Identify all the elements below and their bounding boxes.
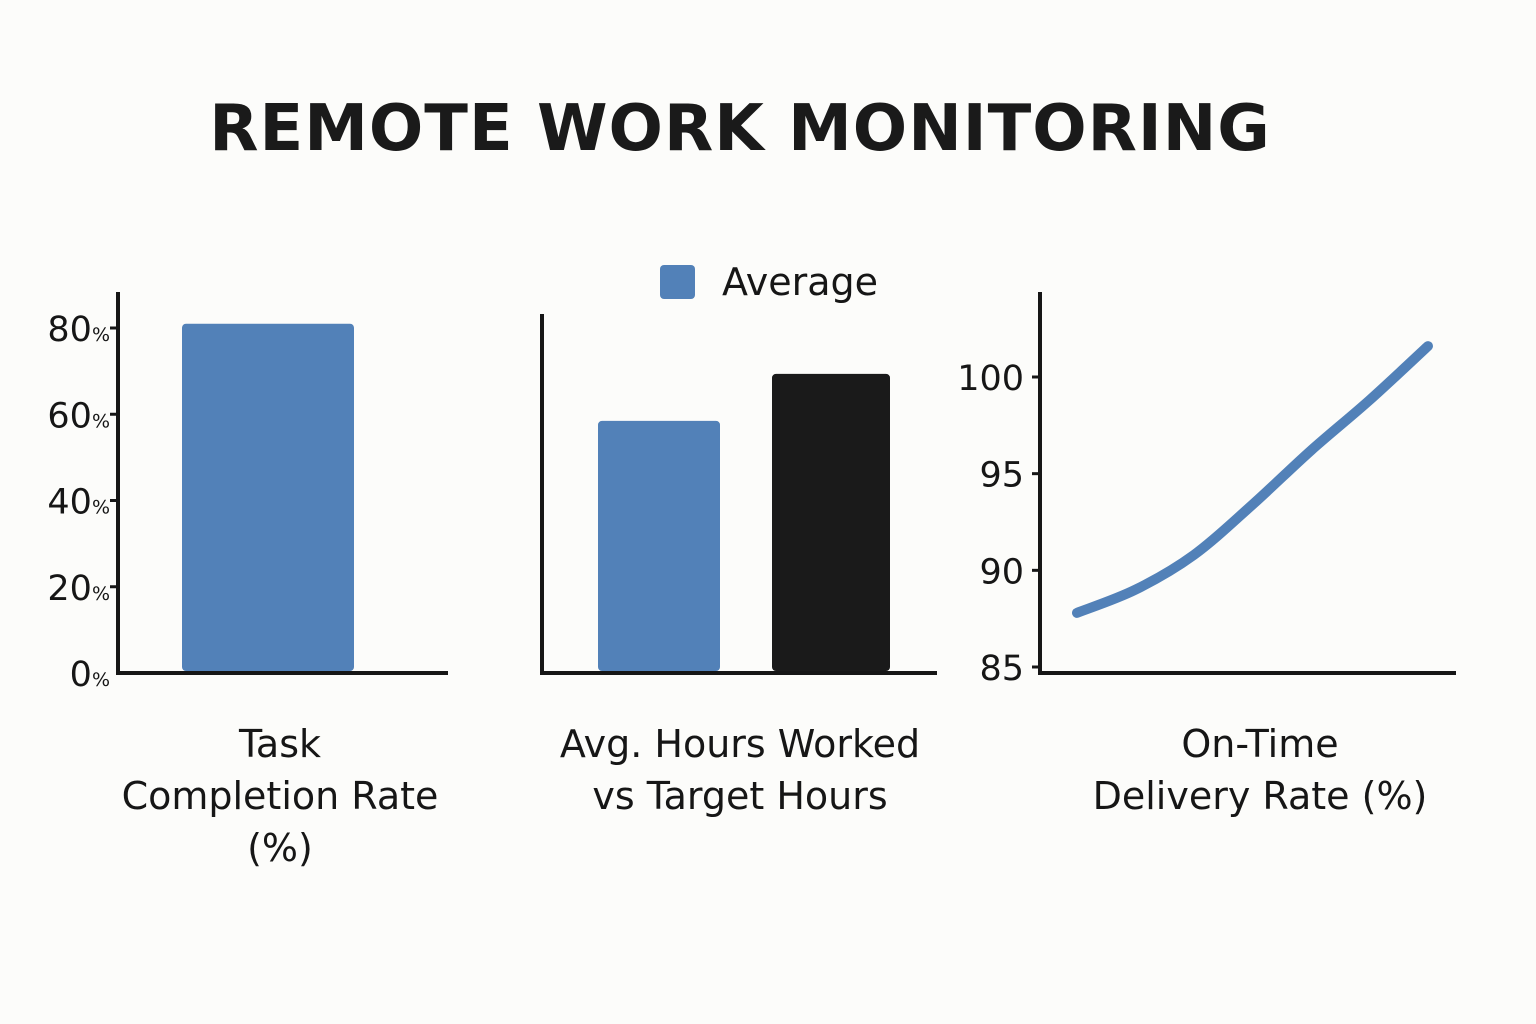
- chart-panel-hours-worked: Avg. Hours Worked vs Target Hours: [540, 314, 937, 818]
- axis-caption-line: On-Time: [1181, 722, 1338, 766]
- chart-panel-task-completion: Task Completion Rate (%) 0% 20% 40% 60% 80%: [47, 292, 448, 870]
- page-title: REMOTE WORK MONITORING: [209, 92, 1271, 166]
- legend-swatch: [660, 265, 695, 299]
- axis-caption-line: Delivery Rate (%): [1093, 774, 1428, 818]
- bar-average-hours: [598, 420, 720, 671]
- series-line-on-time-delivery: [1072, 341, 1433, 618]
- y-tick-label: 40%: [47, 483, 110, 523]
- legend-label: Average: [722, 260, 878, 304]
- legend: Average: [660, 260, 878, 304]
- y-tick-label: 60%: [47, 396, 110, 436]
- y-tick-label: 85: [979, 649, 1024, 689]
- axis-caption-line: Task: [238, 722, 321, 766]
- axis-caption-line: (%): [247, 826, 313, 870]
- y-tick-label: 80%: [47, 310, 110, 350]
- axis-caption-line: Avg. Hours Worked: [560, 722, 920, 766]
- axis-caption-line: vs Target Hours: [592, 774, 887, 818]
- y-tick-label: 0%: [70, 655, 110, 695]
- y-tick-label: 20%: [47, 569, 110, 609]
- axis-caption-line: Completion Rate: [122, 774, 439, 818]
- y-tick-label: 95: [979, 456, 1024, 496]
- y-tick-label: 90: [979, 552, 1024, 592]
- bar-task-completion: [182, 323, 354, 671]
- bar-target-hours: [772, 373, 890, 671]
- y-tick-label: 100: [957, 359, 1024, 399]
- chart-panel-on-time-delivery: On-Time Delivery Rate (%) 85 90 95 100: [957, 292, 1456, 818]
